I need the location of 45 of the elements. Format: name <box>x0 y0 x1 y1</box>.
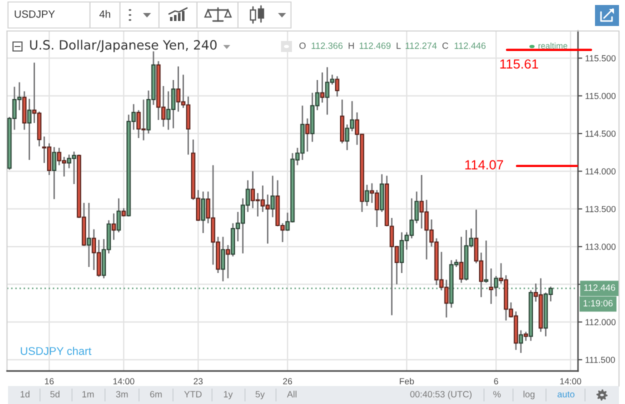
x-tick-label: 14:00 <box>113 378 134 384</box>
text: 6m <box>150 391 162 398</box>
text: 4h <box>99 10 110 18</box>
annotation: O <box>299 42 306 49</box>
x-tick-label: 14:00 <box>560 378 582 384</box>
annotation: H <box>348 42 354 49</box>
text: 00:40:53 (UTC) <box>410 390 472 400</box>
x-tick-label: 6 <box>494 378 498 384</box>
text: YTD <box>184 391 202 398</box>
y-tick-label: 115.500 <box>586 55 616 62</box>
text: 5y <box>256 391 265 400</box>
text: USDJPY <box>14 10 55 18</box>
text: auto <box>558 391 574 398</box>
x-tick-label: Feb <box>400 378 414 384</box>
text: 5d <box>50 390 60 398</box>
text: 1y <box>224 391 233 400</box>
text: U.S. Dollar/Japanese Yen, 240 <box>30 40 217 52</box>
x-tick-label: 16 <box>45 378 54 384</box>
annotation: 112.469 <box>360 42 391 49</box>
text: 1:19:06 <box>584 300 613 306</box>
text: All <box>287 390 296 398</box>
annotation: realtime <box>538 42 568 49</box>
text: log <box>524 390 534 400</box>
text: % <box>493 391 501 398</box>
y-tick-label: 112.000 <box>586 319 616 326</box>
ref-line-label: 112.446 <box>584 284 616 291</box>
annotation: 112.446 <box>454 42 486 49</box>
y-tick-label: 113.500 <box>586 206 616 212</box>
x-tick-label: 26 <box>283 378 292 384</box>
annotation: L <box>396 42 401 49</box>
x-tick-label: 23 <box>194 378 203 384</box>
y-tick-label: 114.000 <box>586 168 616 174</box>
text: 3m <box>116 391 128 398</box>
annotation: C <box>442 42 448 49</box>
ref-line-label: 115.61 <box>500 59 538 69</box>
y-tick-label: 115.000 <box>586 92 616 100</box>
y-tick-label: 111.500 <box>586 356 615 363</box>
y-tick-label: 113.000 <box>586 244 616 250</box>
annotation: 112.274 <box>406 42 437 49</box>
text: 1d <box>20 390 30 398</box>
y-tick-label: 114.500 <box>586 130 616 137</box>
text: 1m <box>82 391 94 398</box>
annotation: 112.366 <box>312 42 343 49</box>
ref-line-label: 114.07 <box>465 160 504 170</box>
annotation: USDJPY chart <box>20 346 92 355</box>
